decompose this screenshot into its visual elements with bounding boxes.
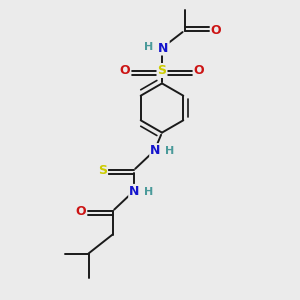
Text: O: O: [211, 24, 221, 37]
Text: O: O: [194, 64, 204, 77]
Text: H: H: [166, 146, 175, 157]
Text: H: H: [144, 42, 153, 52]
Text: S: S: [158, 64, 166, 77]
Text: N: N: [158, 41, 169, 55]
Text: S: S: [98, 164, 107, 177]
Text: N: N: [150, 144, 161, 157]
Text: H: H: [145, 187, 154, 197]
Text: O: O: [76, 205, 86, 218]
Text: N: N: [129, 185, 140, 198]
Text: O: O: [120, 64, 130, 77]
